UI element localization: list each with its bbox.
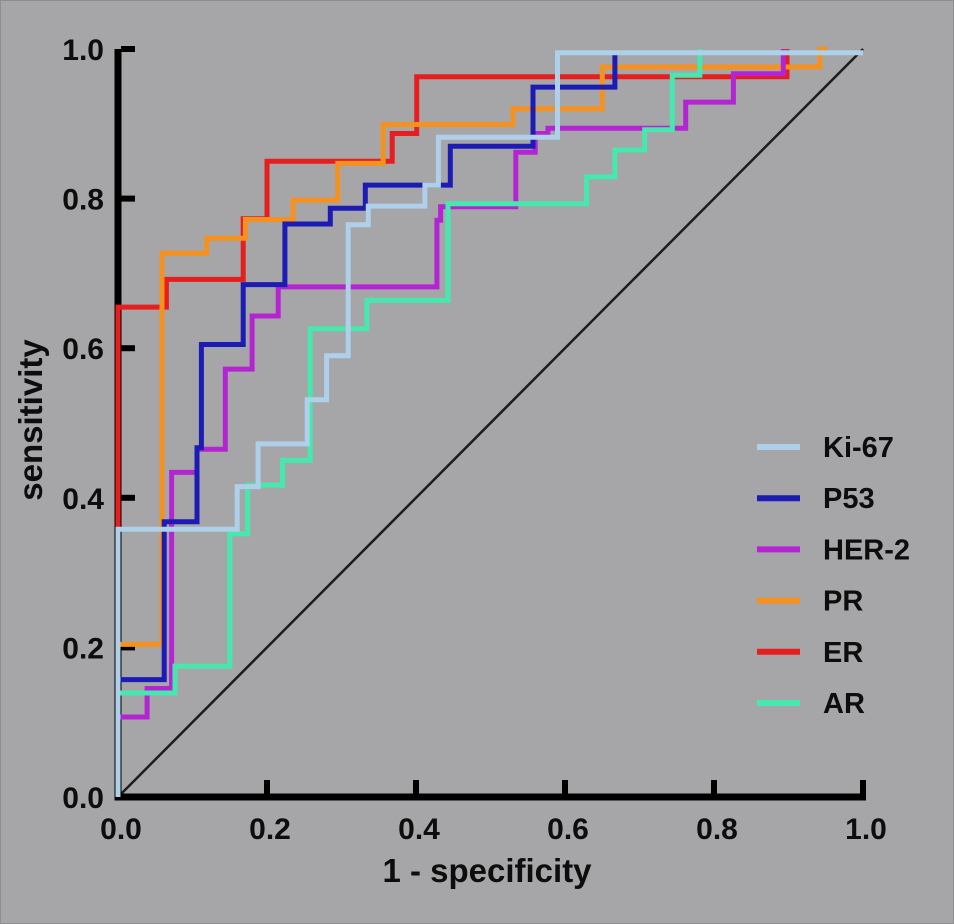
legend-label-p53: P53 [823,483,875,515]
roc-curve-ki-67 [115,50,863,797]
y-tick-label: 1.0 [62,34,104,67]
y-tick-label: 0.8 [62,184,104,217]
roc-curve-ar [115,49,703,797]
legend-label-her-2: HER-2 [823,534,910,566]
y-tick-label: 0.4 [62,483,104,516]
x-tick-label: 0.2 [249,813,291,846]
legend-item-ki-67: Ki-67 [757,432,894,464]
x-tick-label: 0.6 [547,813,589,846]
roc-curves [115,46,863,797]
legend-item-p53: P53 [757,483,875,515]
reference-diagonal [117,48,864,798]
x-tick-label: 1.0 [845,813,887,846]
y-tick-label: 0.6 [62,333,104,366]
legend-label-ar: AR [823,688,865,720]
roc-curve-er [115,49,790,797]
legend-label-er: ER [823,637,863,669]
y-axis-title: sensitivity [12,339,49,501]
legend-label-ki-67: Ki-67 [823,432,894,464]
legend: Ki-67 P53 HER-2 PR ER AR [757,432,910,720]
tick-labels: 0.0 0.2 0.4 0.6 0.8 1.0 0.0 0.2 0.4 0.6 0.8 1.0 [62,34,887,846]
legend-label-pr: PR [823,586,863,618]
y-tick-label: 0.0 [62,782,104,815]
x-tick-label: 0.4 [398,813,440,846]
roc-curve-her-2 [115,49,786,797]
legend-item-her-2: HER-2 [757,534,910,566]
x-axis-title: 1 - specificity [382,852,592,889]
x-tick-label: 0.8 [696,813,738,846]
roc-curve-pr [115,46,828,797]
legend-item-pr: PR [757,586,863,618]
roc-curve-p53 [115,52,618,797]
legend-item-ar: AR [757,688,865,720]
legend-item-er: ER [757,637,863,669]
x-tick-label: 0.0 [100,813,142,846]
y-tick-label: 0.2 [62,632,104,665]
diagonal-reference-line [117,48,864,798]
